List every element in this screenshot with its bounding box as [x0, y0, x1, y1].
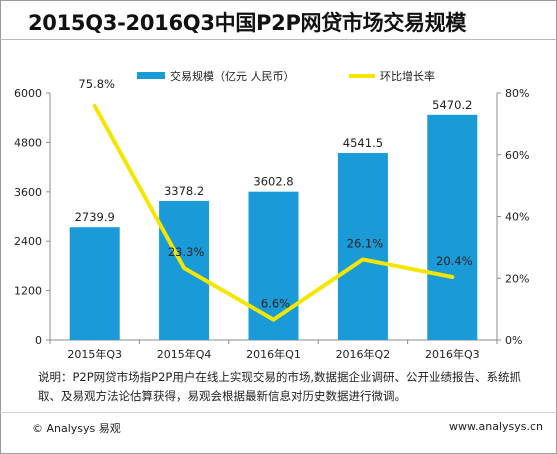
data-labels: 2739.9 3378.2 3602.8 4541.5 5470.2 75.8% 23.3%… — [75, 77, 473, 311]
chart-title: 2015Q3-2016Q3中国P2P网贷市场交易规模 — [28, 11, 467, 35]
bar — [69, 227, 120, 340]
title-divider — [0, 39, 557, 40]
growth-rate-point — [272, 318, 275, 322]
bar-value-label: 2739.9 — [75, 210, 115, 224]
x-axis-tick-label: 2016年Q2 — [336, 347, 391, 361]
legend-bar-label: 交易规模（亿元 人民币） — [170, 69, 295, 83]
growth-rate-point — [361, 257, 365, 261]
bars — [69, 114, 478, 341]
left-axis-tick-label: 4800 — [14, 136, 42, 149]
left-axis-tick-label: 1200 — [14, 285, 42, 298]
right-axis-tick-label: 40% — [505, 211, 529, 224]
left-axis-tick-label: 6000 — [14, 87, 42, 100]
bar-value-label: 3378.2 — [164, 184, 204, 198]
right-axis-tick-label: 80% — [505, 87, 529, 100]
legend: 交易规模（亿元 人民币） 环比增长率 — [137, 69, 435, 83]
left-axis-tick-label: 3600 — [14, 186, 42, 199]
growth-rate-label: 23.3% — [168, 245, 205, 259]
chart-note: 说明：P2P网贷市场指P2P用户在线上实现交易的市场,数据据企业调研、公开业绩报… — [38, 370, 522, 403]
growth-rate-point — [182, 266, 186, 270]
bar — [159, 200, 210, 340]
bar — [337, 153, 388, 340]
bar-value-label: 3602.8 — [253, 175, 293, 189]
x-axis-tick-label: 2015年Q3 — [67, 347, 122, 361]
legend-bar-swatch — [137, 72, 165, 79]
x-axis-tick-label: 2016年Q1 — [246, 347, 301, 361]
growth-rate-point — [450, 275, 454, 279]
x-axis-tick-label: 2016年Q3 — [425, 347, 480, 361]
right-axis-tick-label: 0% — [505, 334, 522, 347]
growth-rate-label: 75.8% — [78, 77, 115, 91]
bar-value-label: 4541.5 — [343, 136, 383, 150]
growth-rate-label: 26.1% — [347, 236, 384, 250]
bar — [427, 114, 478, 341]
bar-value-label: 5470.2 — [432, 98, 472, 112]
growth-rate-label: 6.6% — [261, 297, 290, 311]
growth-rate-label: 20.4% — [436, 254, 473, 268]
left-axis-tick-label: 0 — [35, 334, 42, 347]
legend-line-label: 环比增长率 — [380, 69, 435, 83]
growth-rate-point — [93, 104, 97, 108]
bar — [248, 191, 299, 340]
right-axis-tick-label: 20% — [505, 272, 529, 285]
left-axis-tick-label: 2400 — [14, 235, 42, 248]
footer-divider — [0, 412, 557, 413]
right-axis-tick-label: 60% — [505, 149, 529, 162]
growth-line — [92, 103, 455, 322]
x-axis-tick-label: 2015年Q4 — [157, 347, 212, 361]
legend-line-swatch — [349, 74, 375, 78]
website-text: www.analysys.cn — [449, 420, 543, 433]
copyright-text: © Analysys 易观 — [32, 422, 121, 435]
